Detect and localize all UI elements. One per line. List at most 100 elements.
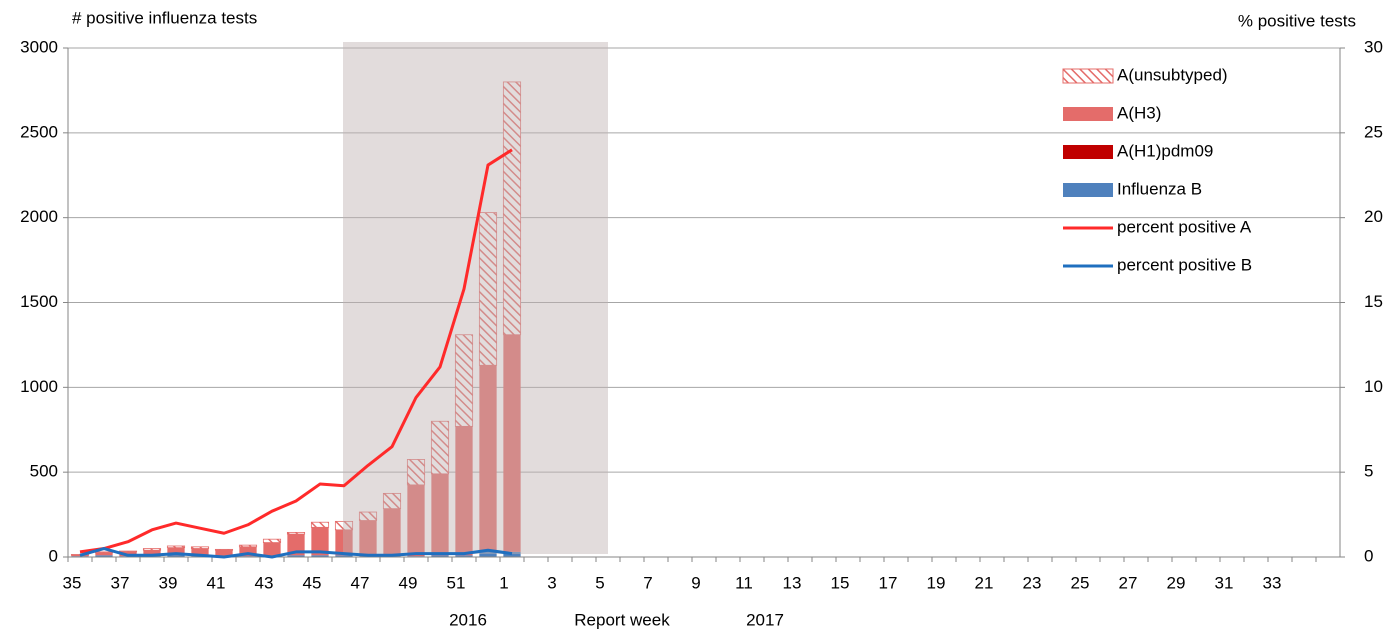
x-tick-label: 9 — [691, 573, 700, 592]
x-tick-label: 15 — [831, 573, 850, 592]
bar-segment — [311, 555, 329, 557]
x-tick-label: 11 — [735, 573, 753, 592]
y-tick-label: 0 — [49, 546, 58, 565]
y2-tick-label: 5 — [1364, 462, 1373, 481]
bar-segment — [479, 550, 497, 557]
x-tick-label: 17 — [879, 573, 898, 592]
x-tick-label: 31 — [1215, 573, 1234, 592]
x-tick-label: 21 — [975, 573, 994, 592]
shaded-period — [343, 42, 608, 554]
bar-segment — [214, 548, 234, 551]
y-tick-label: 1500 — [20, 292, 58, 311]
bar-segment — [503, 334, 521, 552]
y2-tick-label: 0 — [1364, 546, 1373, 565]
legend-swatch — [1062, 68, 1114, 84]
x-tick-label: 29 — [1167, 573, 1186, 592]
x-tick-label: 39 — [159, 573, 178, 592]
bar-segment — [407, 484, 425, 557]
x-tick-label: 41 — [207, 573, 226, 592]
x-tick-label: 23 — [1023, 573, 1042, 592]
x-axis-title: Report week — [574, 610, 670, 629]
bar-segment — [190, 546, 210, 549]
bar-segment — [238, 544, 258, 548]
bar-segment — [287, 534, 305, 556]
legend-label: A(unsubtyped) — [1117, 65, 1228, 84]
bar-segment — [311, 527, 329, 556]
x-tick-label: 27 — [1119, 573, 1138, 592]
bar-segment — [478, 212, 498, 366]
x-tick-label: 47 — [351, 573, 370, 592]
legend-label: A(H1)pdm09 — [1117, 141, 1213, 160]
bar-segment — [142, 548, 162, 551]
bar-segment — [215, 550, 233, 557]
bar-segment — [95, 552, 113, 556]
bar-segment — [166, 545, 186, 549]
y2-tick-label: 20 — [1364, 207, 1383, 226]
legend-label: percent positive A — [1117, 217, 1252, 236]
x-tick-label: 7 — [643, 573, 652, 592]
bar-segment — [358, 511, 378, 521]
bar-segment — [167, 555, 185, 557]
y-tick-label: 1000 — [20, 377, 58, 396]
bar-segment — [431, 555, 449, 557]
legend-label: percent positive B — [1117, 255, 1252, 274]
bar-segment — [430, 420, 450, 475]
x-tick-label: 49 — [399, 573, 418, 592]
y-tick-label: 2500 — [20, 122, 58, 141]
x-tick-label: 43 — [255, 573, 274, 592]
bar-segment — [94, 551, 114, 554]
year-label: 2017 — [746, 610, 784, 629]
bar-segment — [502, 81, 522, 336]
bar-segment — [383, 508, 401, 557]
bar-segment — [454, 334, 474, 427]
x-tick-label: 13 — [783, 573, 802, 592]
x-tick-label: 51 — [447, 573, 466, 592]
bar-segment — [262, 538, 282, 543]
bar-segment — [263, 542, 281, 557]
line-series — [79, 547, 513, 559]
y2-tick-label: 25 — [1364, 122, 1383, 141]
bar-segment — [431, 473, 449, 556]
y2-axis-title: % positive tests — [1238, 11, 1356, 30]
x-tick-label: 19 — [927, 573, 946, 592]
y-tick-label: 2000 — [20, 207, 58, 226]
bar-segment — [71, 555, 89, 557]
x-tick-label: 45 — [303, 573, 322, 592]
x-tick-label: 3 — [547, 573, 556, 592]
y2-tick-label: 30 — [1364, 37, 1383, 56]
bar-segment — [286, 531, 306, 535]
bar-segment — [334, 520, 354, 531]
bar-segment — [503, 551, 521, 557]
x-tick-label: 25 — [1071, 573, 1090, 592]
bar-segment — [479, 365, 497, 551]
legend-swatch — [1063, 183, 1113, 197]
bar-segment — [335, 555, 353, 557]
year-label: 2016 — [449, 610, 487, 629]
bar-segment — [167, 547, 185, 556]
bar-segment — [143, 550, 161, 557]
bar-segment — [359, 520, 377, 557]
bar-segment — [455, 426, 473, 556]
y2-tick-label: 10 — [1364, 377, 1383, 396]
x-tick-label: 37 — [111, 573, 130, 592]
bar-segment — [191, 548, 209, 557]
y-axis-title: # positive influenza tests — [72, 8, 257, 27]
x-tick-label: 33 — [1263, 573, 1282, 592]
y2-tick-label: 15 — [1364, 292, 1383, 311]
bar-segment — [239, 546, 257, 557]
x-tick-label: 35 — [63, 573, 82, 592]
bar-segment — [455, 555, 473, 557]
bar-segment — [118, 550, 138, 553]
legend-swatch — [1063, 107, 1113, 121]
bar-segment — [406, 459, 426, 486]
y-tick-label: 3000 — [20, 37, 58, 56]
line-series — [79, 148, 513, 554]
y-tick-label: 500 — [30, 462, 58, 481]
bar-segment — [335, 529, 353, 556]
bar-segment — [95, 555, 113, 557]
bar-segment — [310, 521, 330, 528]
legend-swatch — [1063, 145, 1113, 159]
bar-segment — [382, 492, 402, 510]
legend-label: A(H3) — [1117, 103, 1161, 122]
